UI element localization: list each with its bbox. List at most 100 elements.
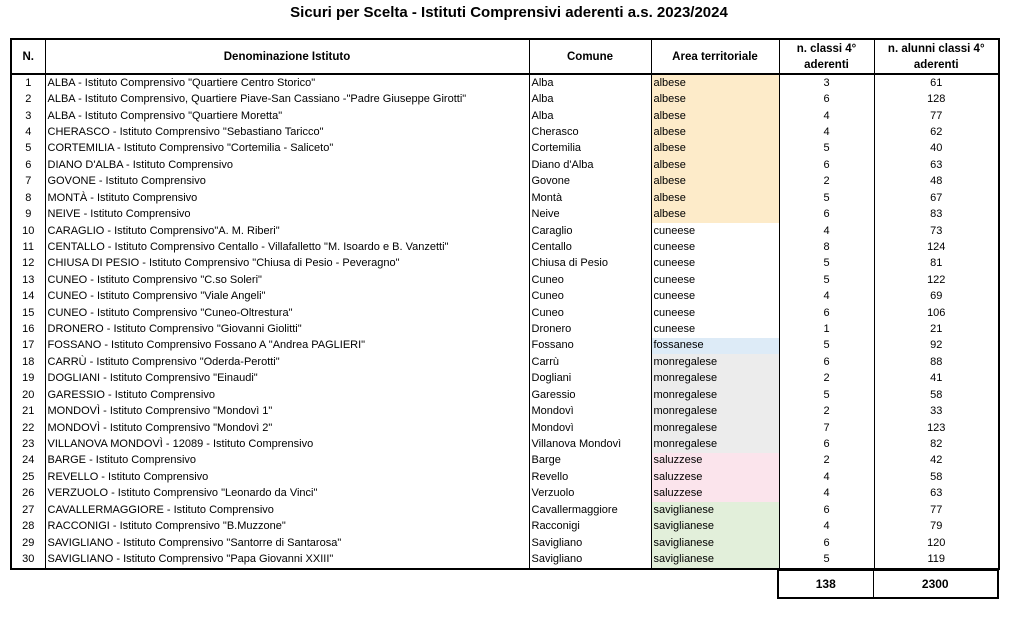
- row-number: 21: [10, 403, 46, 420]
- school-name: CUNEO - Istituto Comprensivo "C.so Soler…: [44, 272, 530, 289]
- alunni: 82: [873, 436, 1000, 453]
- area: cuneese: [650, 272, 780, 289]
- school-name: ALBA - Istituto Comprensivo "Quartiere C…: [44, 74, 530, 92]
- comune: Garessio: [528, 387, 652, 404]
- comune: Diano d'Alba: [528, 157, 652, 174]
- area: saviglianese: [650, 551, 780, 569]
- school-name: NEIVE - Istituto Comprensivo: [44, 206, 530, 223]
- row-number: 25: [10, 469, 46, 486]
- area: cuneese: [650, 304, 780, 322]
- classi: 4: [778, 485, 875, 502]
- alunni: 58: [873, 469, 1000, 486]
- classi: 6: [778, 501, 875, 519]
- table-row: 9 NEIVE - Istituto Comprensivo Neive albese…: [10, 206, 1000, 223]
- classi: 6: [778, 157, 875, 174]
- area: saluzzese: [650, 469, 780, 486]
- alunni: 73: [873, 222, 1000, 240]
- table-row: 30 SAVIGLIANO - Istituto Comprensivo "Pap…: [10, 551, 1000, 569]
- table-row: 26 VERZUOLO - Istituto Comprensivo "Leona…: [10, 485, 1000, 502]
- table-row: 11 CENTALLO - Istituto Comprensivo Cental…: [10, 239, 1000, 256]
- school-name: ALBA - Istituto Comprensivo, Quartiere P…: [44, 91, 530, 108]
- alunni: 69: [873, 288, 1000, 305]
- school-name: SAVIGLIANO - Istituto Comprensivo "Santo…: [44, 534, 530, 552]
- classi: 5: [778, 387, 875, 404]
- table-row: 20 GARESSIO - Istituto Comprensivo Garessi…: [10, 387, 1000, 404]
- classi: 8: [778, 239, 875, 256]
- table-row: 23 VILLANOVA MONDOVÌ - 12089 - Istituto C…: [10, 436, 1000, 453]
- comune: Verzuolo: [528, 485, 652, 502]
- area: monregalese: [650, 387, 780, 404]
- totals-table: 138 2300: [777, 569, 999, 599]
- classi: 3: [778, 74, 875, 92]
- alunni: 63: [873, 157, 1000, 174]
- row-number: 2: [10, 91, 46, 108]
- row-number: 28: [10, 518, 46, 535]
- comune: Alba: [528, 107, 652, 125]
- table-row: 19 DOGLIANI - Istituto Comprensivo "Einau…: [10, 370, 1000, 388]
- classi: 6: [778, 91, 875, 108]
- classi: 6: [778, 354, 875, 371]
- totals-row: 138 2300: [777, 569, 999, 599]
- comune: Dronero: [528, 321, 652, 338]
- school-name: BARGE - Istituto Comprensivo: [44, 452, 530, 470]
- alunni: 33: [873, 403, 1000, 420]
- classi: 4: [778, 518, 875, 535]
- row-number: 14: [10, 288, 46, 305]
- alunni: 83: [873, 206, 1000, 223]
- alunni: 92: [873, 337, 1000, 355]
- classi: 7: [778, 419, 875, 437]
- table-row: 8 MONTÀ - Istituto Comprensivo Montà albese…: [10, 189, 1000, 207]
- school-name: CORTEMILIA - Istituto Comprensivo "Corte…: [44, 140, 530, 158]
- table-row: 12 CHIUSA DI PESIO - Istituto Comprensivo…: [10, 255, 1000, 273]
- classi: 4: [778, 124, 875, 141]
- table-row: 10 CARAGLIO - Istituto Comprensivo"A. M. …: [10, 222, 1000, 240]
- table-row: 25 REVELLO - Istituto Comprensivo Revello s…: [10, 469, 1000, 486]
- school-name: RACCONIGI - Istituto Comprensivo "B.Muzz…: [44, 518, 530, 535]
- classi: 6: [778, 206, 875, 223]
- row-number: 12: [10, 255, 46, 273]
- table-row: 13 CUNEO - Istituto Comprensivo "C.so Sol…: [10, 272, 1000, 289]
- comune: Savigliano: [528, 551, 652, 569]
- column-header: Area territoriale: [650, 38, 780, 75]
- school-name: MONTÀ - Istituto Comprensivo: [44, 189, 530, 207]
- classi: 4: [778, 107, 875, 125]
- row-number: 30: [10, 551, 46, 569]
- area: monregalese: [650, 354, 780, 371]
- header-row: N. Denominazione Istituto Comune Area terri…: [10, 38, 1000, 75]
- school-name: FOSSANO - Istituto Comprensivo Fossano A…: [44, 337, 530, 355]
- classi: 5: [778, 551, 875, 569]
- table-row: 3 ALBA - Istituto Comprensivo "Quartiere …: [10, 107, 1000, 125]
- table-row: 17 FOSSANO - Istituto Comprensivo Fossano…: [10, 337, 1000, 355]
- alunni: 124: [873, 239, 1000, 256]
- classi: 5: [778, 140, 875, 158]
- table-row: 22 MONDOVÌ - Istituto Comprensivo "Mondov…: [10, 419, 1000, 437]
- area: monregalese: [650, 370, 780, 388]
- school-name: DRONERO - Istituto Comprensivo "Giovanni…: [44, 321, 530, 338]
- classi: 4: [778, 222, 875, 240]
- alunni: 77: [873, 107, 1000, 125]
- classi: 5: [778, 189, 875, 207]
- area: monregalese: [650, 403, 780, 420]
- classi: 5: [778, 255, 875, 273]
- comune: Cavallermaggiore: [528, 501, 652, 519]
- comune: Montà: [528, 189, 652, 207]
- area: saluzzese: [650, 452, 780, 470]
- column-header: n. classi 4° aderenti: [778, 38, 875, 75]
- alunni: 42: [873, 452, 1000, 470]
- row-number: 8: [10, 189, 46, 207]
- school-name: CUNEO - Istituto Comprensivo "Cuneo-Oltr…: [44, 304, 530, 322]
- schools-table: N. Denominazione Istituto Comune Area terri…: [10, 38, 1000, 570]
- comune: Caraglio: [528, 222, 652, 240]
- school-name: VILLANOVA MONDOVÌ - 12089 - Istituto Com…: [44, 436, 530, 453]
- classi: 4: [778, 469, 875, 486]
- alunni: 63: [873, 485, 1000, 502]
- classi: 4: [778, 288, 875, 305]
- classi: 2: [778, 173, 875, 190]
- row-number: 7: [10, 173, 46, 190]
- school-name: CARRÙ - Istituto Comprensivo "Oderda-Per…: [44, 354, 530, 371]
- comune: Govone: [528, 173, 652, 190]
- row-number: 3: [10, 107, 46, 125]
- row-number: 16: [10, 321, 46, 338]
- area: cuneese: [650, 288, 780, 305]
- classi: 6: [778, 534, 875, 552]
